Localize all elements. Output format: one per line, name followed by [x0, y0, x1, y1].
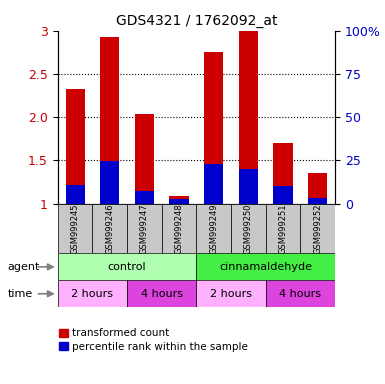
- Bar: [273, 186, 293, 204]
- Text: control: control: [108, 262, 146, 272]
- Legend: transformed count, percentile rank within the sample: transformed count, percentile rank withi…: [55, 324, 252, 356]
- Bar: [300, 204, 335, 253]
- Bar: [169, 196, 189, 204]
- Text: 4 hours: 4 hours: [141, 289, 183, 299]
- Bar: [273, 143, 293, 204]
- Text: GSM999246: GSM999246: [105, 203, 114, 254]
- Bar: [266, 280, 335, 307]
- Bar: [127, 280, 196, 307]
- Bar: [204, 164, 223, 204]
- Text: GSM999249: GSM999249: [209, 203, 218, 254]
- Bar: [239, 169, 258, 204]
- Bar: [100, 37, 119, 204]
- Title: GDS4321 / 1762092_at: GDS4321 / 1762092_at: [116, 14, 277, 28]
- Text: GSM999252: GSM999252: [313, 203, 322, 254]
- Bar: [196, 253, 335, 280]
- Text: agent: agent: [8, 262, 40, 272]
- Text: 4 hours: 4 hours: [279, 289, 321, 299]
- Bar: [308, 199, 327, 204]
- Bar: [100, 161, 119, 204]
- Text: cinnamaldehyde: cinnamaldehyde: [219, 262, 312, 272]
- Bar: [92, 204, 127, 253]
- Bar: [196, 280, 266, 307]
- Bar: [231, 204, 266, 253]
- Text: 2 hours: 2 hours: [71, 289, 114, 299]
- Bar: [58, 253, 196, 280]
- Bar: [58, 204, 92, 253]
- Bar: [239, 31, 258, 204]
- Bar: [127, 204, 162, 253]
- Text: GSM999247: GSM999247: [140, 203, 149, 254]
- Bar: [196, 204, 231, 253]
- Bar: [204, 52, 223, 204]
- Bar: [308, 173, 327, 204]
- Text: GSM999250: GSM999250: [244, 203, 253, 254]
- Text: GSM999248: GSM999248: [174, 203, 184, 254]
- Bar: [135, 192, 154, 204]
- Bar: [65, 89, 85, 204]
- Bar: [58, 280, 127, 307]
- Text: GSM999245: GSM999245: [70, 203, 80, 254]
- Text: GSM999251: GSM999251: [278, 203, 288, 254]
- Text: 2 hours: 2 hours: [210, 289, 252, 299]
- Bar: [135, 114, 154, 204]
- Bar: [162, 204, 196, 253]
- Bar: [266, 204, 300, 253]
- Bar: [169, 199, 189, 204]
- Text: time: time: [8, 289, 33, 299]
- Bar: [65, 185, 85, 204]
